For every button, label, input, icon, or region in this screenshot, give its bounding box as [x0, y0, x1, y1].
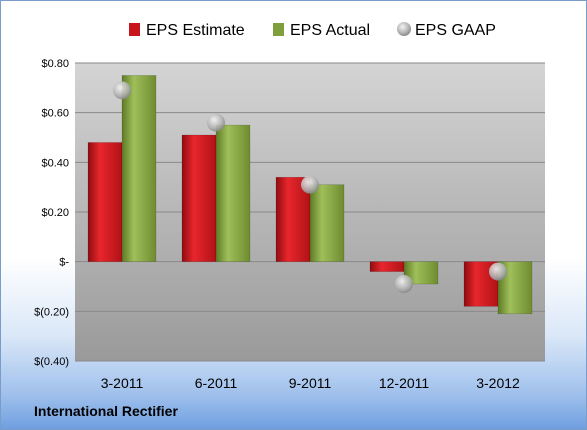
y-tick-label: $(0.40): [34, 356, 69, 368]
company-name: International Rectifier: [34, 403, 178, 419]
eps-actual-bar: [215, 124, 251, 262]
x-axis-labels: 3-2011 6-2011 9-2011 12-2011 3-2012: [101, 375, 520, 391]
y-tick-label: $-: [59, 257, 69, 269]
eps-gaap-marker: [301, 175, 319, 194]
x-category-label: 3-2011: [101, 375, 144, 391]
y-tick-label: $0.80: [41, 58, 69, 70]
eps-gaap-marker: [489, 262, 507, 281]
eps-estimate-bar: [181, 134, 217, 262]
y-tick-label: $0.60: [41, 108, 69, 120]
bars: [87, 75, 533, 315]
eps-actual-bar: [309, 184, 345, 262]
eps-gaap-marker: [113, 81, 131, 100]
y-axis-ticks: $0.80 $0.60 $0.40 $0.20 $- $(0.20) $(0.40): [34, 58, 69, 368]
x-category-label: 12-2011: [379, 375, 430, 391]
legend-swatch: [397, 22, 411, 36]
y-tick-label: $0.20: [41, 207, 69, 219]
gaap-markers: [113, 81, 507, 294]
legend-swatch: [273, 23, 284, 36]
y-tick-label: $0.40: [41, 157, 69, 169]
legend-label: EPS Actual: [290, 22, 370, 39]
x-category-label: 3-2012: [476, 375, 520, 391]
legend: EPS Estimate EPS Actual EPS GAAP: [129, 22, 496, 39]
eps-gaap-marker: [207, 113, 225, 132]
legend-swatch: [129, 23, 140, 36]
x-category-label: 6-2011: [195, 375, 238, 391]
eps-gaap-marker: [395, 275, 413, 294]
legend-label: EPS Estimate: [146, 22, 245, 39]
x-category-label: 9-2011: [289, 375, 332, 391]
legend-label: EPS GAAP: [415, 22, 496, 39]
eps-actual-bar: [121, 75, 157, 262]
eps-actual-bar: [403, 261, 439, 285]
eps-estimate-bar: [87, 142, 123, 262]
eps-estimate-bar: [369, 261, 405, 272]
y-tick-label: $(0.20): [34, 306, 69, 318]
